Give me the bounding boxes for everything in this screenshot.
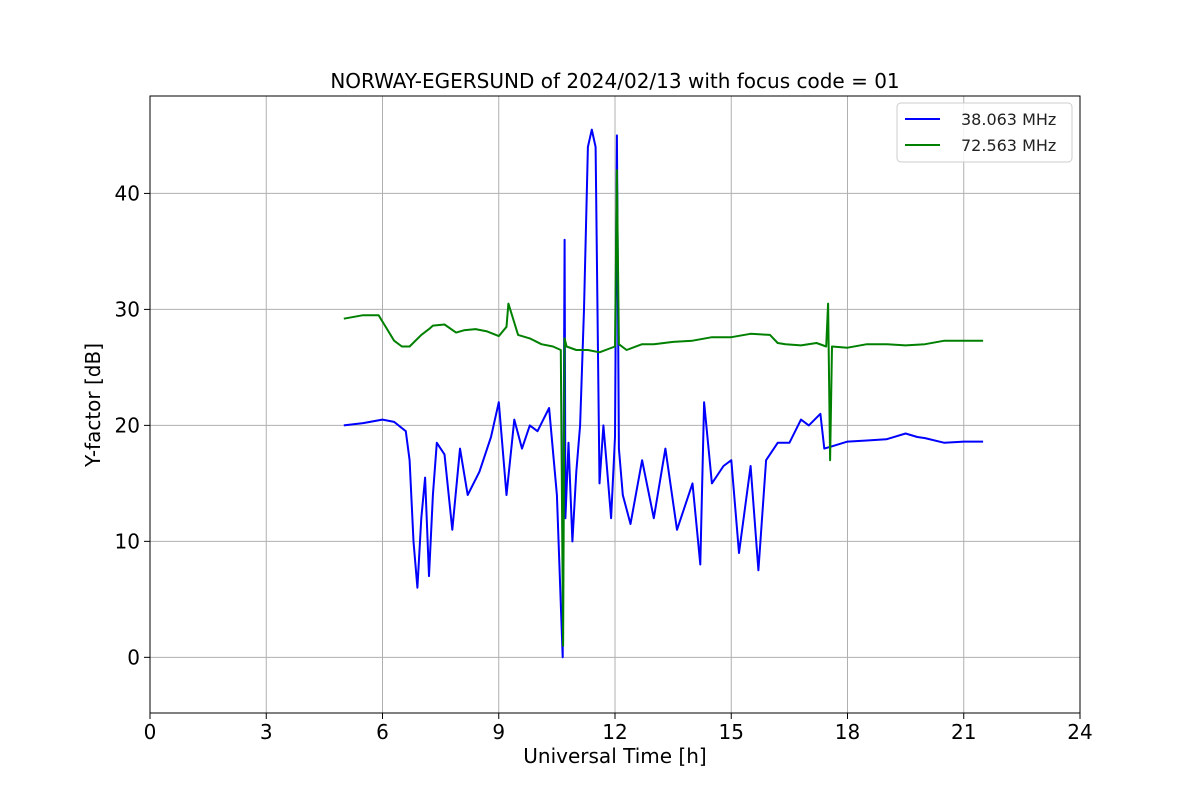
x-tick-label: 15	[719, 720, 744, 744]
y-tick-label: 0	[127, 645, 140, 669]
plot-area	[343, 128, 984, 659]
series-line-2	[343, 169, 984, 647]
legend-box	[896, 102, 1073, 163]
series-line-1	[343, 128, 984, 659]
legend-label-series-2: 72.563 MHz	[961, 136, 1056, 155]
y-tick-label: 20	[115, 413, 140, 437]
y-axis: 0 10 20 30 40	[115, 181, 150, 669]
x-tick-label: 12	[602, 720, 627, 744]
x-axis-label: Universal Time [h]	[523, 744, 706, 768]
series-layer	[343, 128, 984, 659]
x-tick-label: 24	[1067, 720, 1092, 744]
chart-title: NORWAY-EGERSUND of 2024/02/13 with focus…	[330, 69, 899, 93]
x-tick-label: 0	[144, 720, 157, 744]
legend: 38.063 MHz 72.563 MHz	[896, 102, 1073, 163]
x-tick-label: 21	[951, 720, 976, 744]
legend-label-series-1: 38.063 MHz	[961, 110, 1056, 129]
x-axis: 0 3 6 9 12 15 18 21 24	[144, 713, 1093, 744]
x-tick-label: 18	[835, 720, 860, 744]
y-tick-label: 10	[115, 529, 140, 553]
x-tick-label: 3	[260, 720, 273, 744]
y-axis-label: Y-factor [dB]	[81, 343, 105, 468]
y-tick-label: 40	[115, 181, 140, 205]
x-tick-label: 9	[492, 720, 505, 744]
x-tick-label: 6	[376, 720, 389, 744]
y-tick-label: 30	[115, 297, 140, 321]
